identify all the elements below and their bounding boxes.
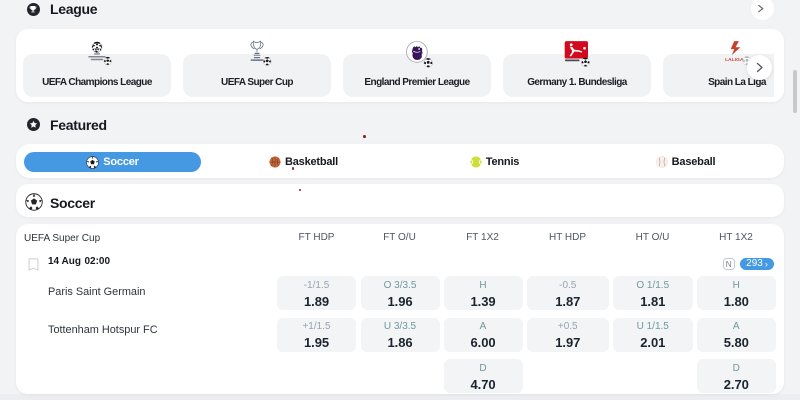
svg-text:LALIGA: LALIGA [725,57,744,63]
